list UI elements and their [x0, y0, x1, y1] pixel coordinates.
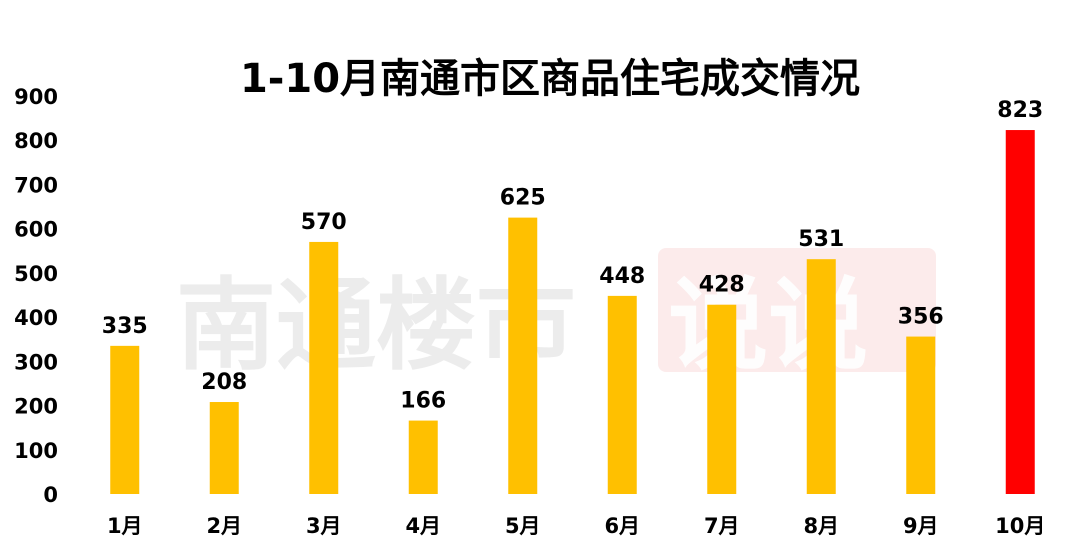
bar-2: [209, 402, 239, 494]
y-tick-label: 0: [43, 483, 58, 507]
data-label: 531: [798, 227, 844, 252]
data-label: 448: [599, 264, 645, 289]
y-tick-label: 400: [14, 306, 58, 330]
x-tick-label: 7月: [704, 514, 740, 538]
x-tick-label: 9月: [903, 514, 939, 538]
y-tick-label: 800: [14, 129, 58, 153]
bar-5: [508, 217, 538, 494]
data-label: 625: [500, 186, 546, 211]
x-tick-label: 5月: [505, 514, 541, 538]
y-tick-label: 200: [14, 395, 58, 419]
x-axis: 1月 2月 3月 4月 5月 6月 7月 8月 9月 10月: [107, 514, 1045, 538]
bar-6: [607, 295, 637, 494]
bar-1: [110, 345, 140, 494]
x-tick-label: 2月: [206, 514, 242, 538]
x-tick-label: 4月: [405, 514, 441, 538]
x-tick-label: 10月: [995, 514, 1045, 538]
data-label: 166: [400, 389, 446, 414]
y-axis: 0 100 200 300 400 500 600 700 800 900: [14, 85, 58, 507]
y-tick-label: 500: [14, 262, 58, 286]
data-label: 335: [102, 314, 148, 339]
x-tick-label: 8月: [803, 514, 839, 538]
data-label: 356: [898, 305, 944, 330]
data-label: 208: [201, 370, 247, 395]
y-tick-label: 700: [14, 173, 58, 197]
y-tick-label: 900: [14, 85, 58, 109]
x-tick-label: 3月: [306, 514, 342, 538]
data-label: 823: [997, 98, 1043, 123]
y-tick-label: 100: [14, 439, 58, 463]
bar-3: [309, 241, 339, 494]
bars: [110, 130, 1035, 494]
bar-8: [806, 259, 836, 494]
y-tick-label: 600: [14, 218, 58, 242]
chart-title: 1-10月南通市区商品住宅成交情况: [240, 56, 860, 102]
bar-9: [906, 336, 936, 494]
bar-7: [707, 304, 737, 494]
data-label: 428: [699, 273, 745, 298]
data-labels: 335 208 570 166 625 448 428 531 356 823: [102, 98, 1043, 414]
x-tick-label: 1月: [107, 514, 143, 538]
x-tick-label: 6月: [604, 514, 640, 538]
y-tick-label: 300: [14, 350, 58, 374]
bar-10: [1005, 130, 1035, 494]
data-label: 570: [301, 210, 347, 235]
bar-4: [408, 420, 438, 494]
